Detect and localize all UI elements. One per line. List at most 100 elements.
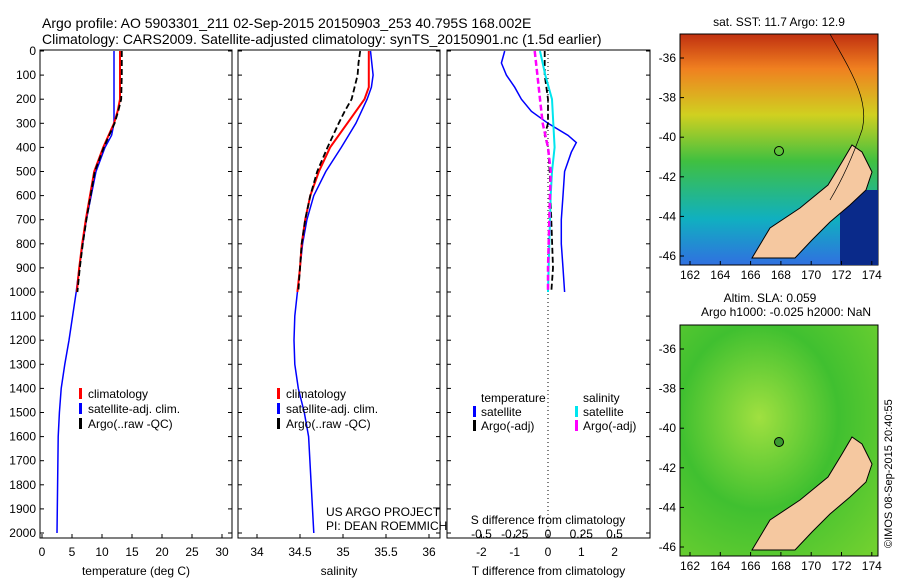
x-tick-label: 15 — [125, 545, 139, 559]
map-x-tick-label: 166 — [741, 268, 761, 282]
s-axis-label: S difference from climatology — [471, 513, 626, 527]
x-tick-label: 5 — [69, 545, 76, 559]
legend-swatch — [277, 418, 280, 429]
map-y-tick-label: -42 — [659, 461, 677, 475]
legend-swatch — [79, 388, 82, 399]
legend-label: satellite-adj. clim. — [88, 402, 180, 416]
tdiff-satellite-line — [500, 50, 578, 293]
x-tick-label: 25 — [185, 545, 199, 559]
x-tick-label: -1 — [509, 545, 520, 559]
legend-swatch — [79, 403, 82, 414]
map-x-tick-label: 174 — [862, 268, 882, 282]
sst-argo-marker — [774, 146, 784, 156]
legend-swatch — [277, 388, 280, 399]
map-x-tick-label: 168 — [771, 268, 791, 282]
x-tick-label: 34.5 — [288, 545, 312, 559]
y-tick-label: 1500 — [9, 406, 36, 420]
sst-map-title: sat. SST: 11.7 Argo: 12.9 — [713, 15, 845, 29]
legend-swatch — [473, 420, 476, 431]
legend-label: satellite — [481, 405, 522, 419]
s-tick-label: -0.25 — [501, 527, 529, 541]
map-x-tick-label: 172 — [831, 268, 851, 282]
sal-climatology-line — [296, 51, 370, 293]
project-label: US ARGO PROJECT — [326, 505, 441, 519]
x-tick-label: 0 — [545, 545, 552, 559]
legend-label: climatology — [88, 387, 148, 401]
sla-map-title: Altim. SLA: 0.059 — [724, 291, 817, 305]
s-tick-label: -0.5 — [471, 527, 492, 541]
map-x-tick-label: 170 — [801, 559, 821, 573]
y-tick-label: 1000 — [9, 285, 36, 299]
map-y-tick-label: -44 — [659, 209, 677, 223]
y-tick-label: 200 — [16, 92, 36, 106]
land-south-island-2 — [751, 436, 873, 551]
temperature-axes-box — [39, 49, 233, 539]
sst-contour — [829, 33, 865, 201]
map-y-tick-label: -36 — [659, 51, 677, 65]
y-tick-label: 1800 — [9, 478, 36, 492]
map-x-tick-label: 162 — [680, 268, 700, 282]
map-y-tick-label: -40 — [659, 421, 677, 435]
map-x-tick-label: 174 — [862, 559, 882, 573]
legend-label: satellite — [583, 405, 624, 419]
temp-satellite-line — [56, 51, 115, 534]
sla-map-subtitle: Argo h1000: -0.025 h2000: NaN — [701, 305, 871, 319]
map-x-tick-label: 168 — [771, 559, 791, 573]
map-y-tick-label: -44 — [659, 500, 677, 514]
map-y-tick-label: -36 — [659, 342, 677, 356]
y-tick-label: 600 — [16, 189, 36, 203]
x-tick-label: 30 — [215, 545, 229, 559]
x-tick-label: 34 — [250, 545, 264, 559]
map-y-tick-label: -38 — [659, 382, 677, 396]
y-tick-label: 500 — [16, 165, 36, 179]
x-tick-label: 1 — [578, 545, 585, 559]
map-x-tick-label: 172 — [831, 559, 851, 573]
map-x-tick-label: 162 — [680, 559, 700, 573]
y-tick-label: 100 — [16, 68, 36, 82]
map-x-tick-label: 166 — [741, 559, 761, 573]
imos-credit: ©IMOS 08-Sep-2015 20:40:55 — [883, 399, 895, 548]
legend-label: Argo(..raw -QC) — [88, 417, 173, 431]
title-line-1: Argo profile: AO 5903301_211 02-Sep-2015… — [42, 15, 532, 31]
legend-swatch — [575, 420, 578, 431]
y-tick-label: 1400 — [9, 381, 36, 395]
y-tick-label: 0 — [29, 44, 36, 58]
legend-title-temperature: temperature — [481, 391, 546, 405]
s-tick-label: 0.5 — [606, 527, 623, 541]
legend-label: Argo(-adj) — [481, 419, 534, 433]
x-axis-label: salinity — [321, 564, 358, 578]
map-y-tick-label: -42 — [659, 170, 677, 184]
legend-swatch — [575, 406, 578, 417]
map-x-tick-label: 170 — [801, 268, 821, 282]
sal-satellite-line — [293, 50, 374, 534]
x-axis-label: T difference from climatology — [472, 564, 626, 578]
x-tick-label: 2 — [611, 545, 618, 559]
y-tick-label: 1700 — [9, 454, 36, 468]
legend-label: climatology — [286, 387, 346, 401]
y-tick-label: 1200 — [9, 333, 36, 347]
x-tick-label: 0 — [39, 545, 46, 559]
legend-swatch — [277, 403, 280, 414]
sla-argo-marker — [774, 437, 784, 447]
y-tick-label: 400 — [16, 140, 36, 154]
map-x-tick-label: 164 — [710, 268, 730, 282]
map-y-tick-label: -46 — [659, 249, 677, 263]
sdiff-argo-line — [533, 50, 552, 292]
legend-swatch — [473, 406, 476, 417]
y-tick-label: 1900 — [9, 502, 36, 516]
x-tick-label: 35 — [336, 545, 350, 559]
map-y-tick-label: -40 — [659, 130, 677, 144]
x-axis-label: temperature (deg C) — [82, 564, 190, 578]
x-tick-label: 35.5 — [374, 545, 398, 559]
x-tick-label: 10 — [95, 545, 109, 559]
legend-swatch — [79, 418, 82, 429]
s-tick-label: 0.25 — [570, 527, 594, 541]
y-tick-label: 300 — [16, 116, 36, 130]
y-tick-label: 900 — [16, 261, 36, 275]
y-tick-label: 2000 — [9, 526, 36, 540]
y-tick-label: 800 — [16, 237, 36, 251]
s-tick-label: 0 — [545, 527, 552, 541]
y-tick-label: 700 — [16, 213, 36, 227]
